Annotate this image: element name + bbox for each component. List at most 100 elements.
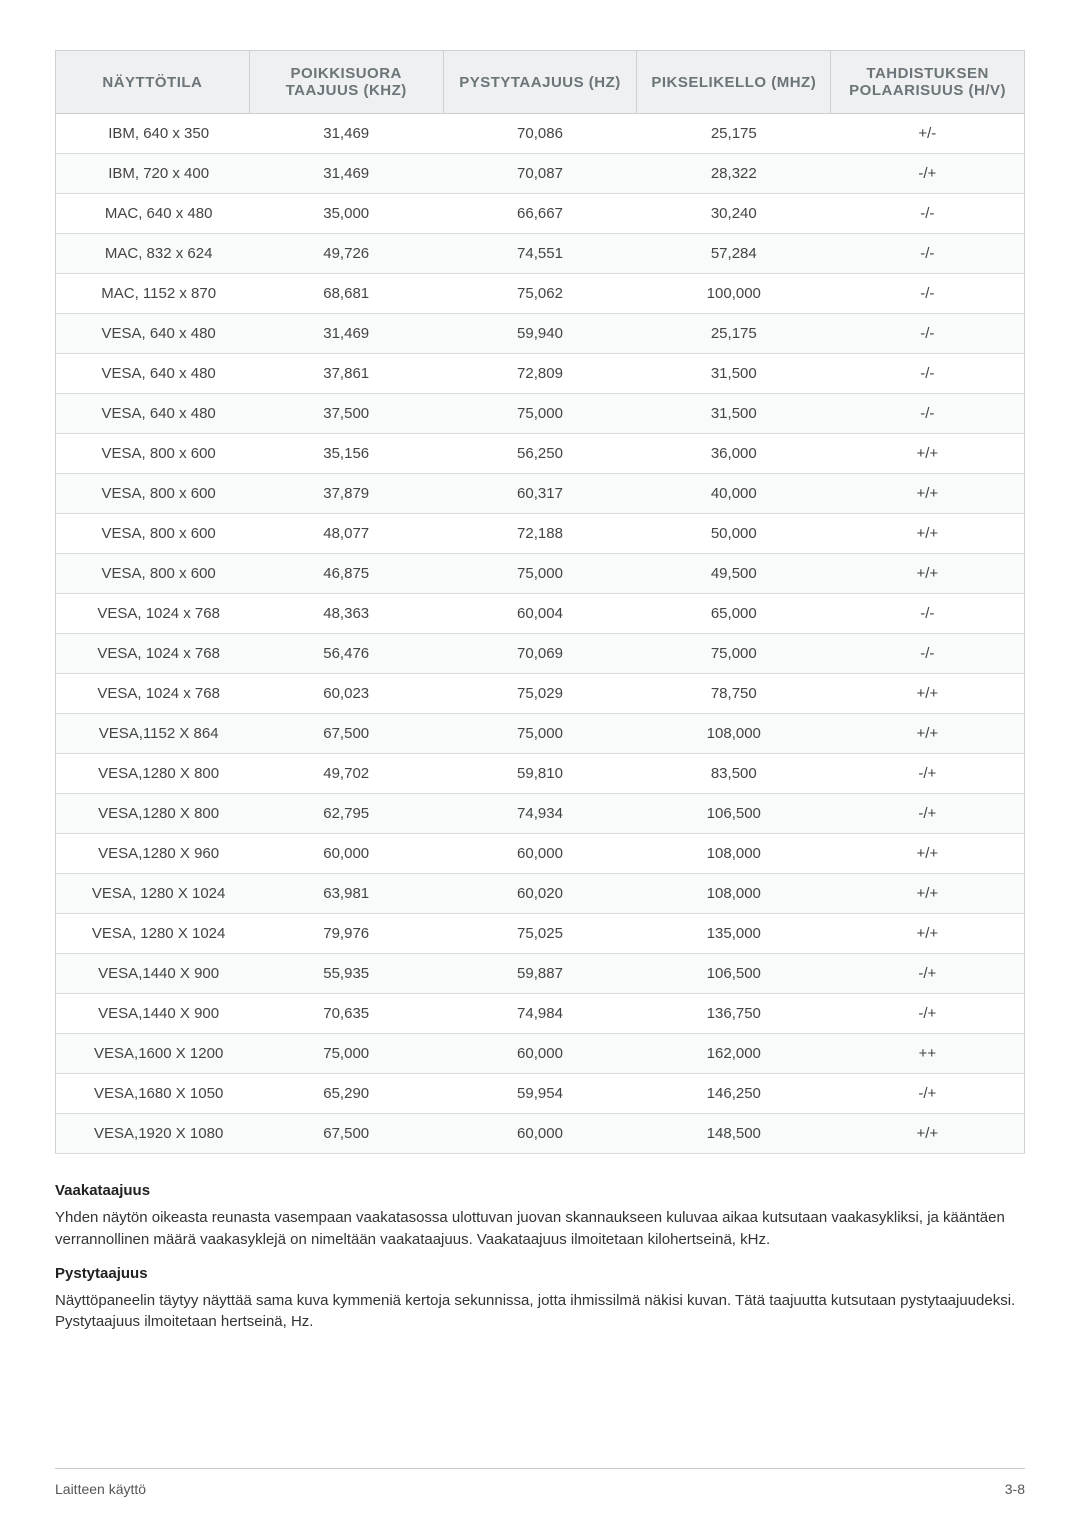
table-cell: 50,000 bbox=[637, 514, 831, 554]
table-cell: 25,175 bbox=[637, 114, 831, 154]
table-cell: VESA,1440 X 900 bbox=[56, 954, 250, 994]
table-row: VESA,1600 X 120075,00060,000162,000++ bbox=[56, 1034, 1025, 1074]
section-title: Vaakataajuus bbox=[55, 1182, 1025, 1199]
table-cell: 108,000 bbox=[637, 834, 831, 874]
table-cell: 31,500 bbox=[637, 354, 831, 394]
table-cell: -/+ bbox=[831, 1074, 1025, 1114]
table-cell: 40,000 bbox=[637, 474, 831, 514]
table-row: VESA, 640 x 48037,50075,00031,500-/- bbox=[56, 394, 1025, 434]
table-cell: -/- bbox=[831, 594, 1025, 634]
table-cell: 68,681 bbox=[249, 274, 443, 314]
table-cell: 60,000 bbox=[443, 1114, 637, 1154]
table-cell: 67,500 bbox=[249, 1114, 443, 1154]
table-cell: VESA,1280 X 800 bbox=[56, 794, 250, 834]
table-cell: -/- bbox=[831, 234, 1025, 274]
table-cell: 60,000 bbox=[249, 834, 443, 874]
table-cell: +/+ bbox=[831, 514, 1025, 554]
table-cell: IBM, 720 x 400 bbox=[56, 154, 250, 194]
table-cell: 75,029 bbox=[443, 674, 637, 714]
table-cell: MAC, 832 x 624 bbox=[56, 234, 250, 274]
table-cell: 36,000 bbox=[637, 434, 831, 474]
table-cell: VESA, 640 x 480 bbox=[56, 314, 250, 354]
table-cell: 60,023 bbox=[249, 674, 443, 714]
table-cell: 108,000 bbox=[637, 874, 831, 914]
table-cell: 78,750 bbox=[637, 674, 831, 714]
display-modes-table: NÄYTTÖTILA POIKKISUORA TAAJUUS (KHZ) PYS… bbox=[55, 50, 1025, 1154]
table-cell: 74,551 bbox=[443, 234, 637, 274]
table-cell: -/+ bbox=[831, 994, 1025, 1034]
table-cell: -/+ bbox=[831, 954, 1025, 994]
table-cell: 55,935 bbox=[249, 954, 443, 994]
page-footer: Laitteen käyttö 3-8 bbox=[55, 1468, 1025, 1497]
table-cell: 79,976 bbox=[249, 914, 443, 954]
table-row: MAC, 832 x 62449,72674,55157,284-/- bbox=[56, 234, 1025, 274]
table-cell: VESA,1280 X 960 bbox=[56, 834, 250, 874]
table-cell: -/- bbox=[831, 194, 1025, 234]
table-cell: 74,984 bbox=[443, 994, 637, 1034]
table-cell: 35,000 bbox=[249, 194, 443, 234]
table-cell: 66,667 bbox=[443, 194, 637, 234]
table-cell: 67,500 bbox=[249, 714, 443, 754]
table-cell: -/- bbox=[831, 354, 1025, 394]
table-row: VESA, 1024 x 76856,47670,06975,000-/- bbox=[56, 634, 1025, 674]
table-row: VESA, 1024 x 76848,36360,00465,000-/- bbox=[56, 594, 1025, 634]
table-row: VESA, 800 x 60035,15656,25036,000+/+ bbox=[56, 434, 1025, 474]
table-cell: 30,240 bbox=[637, 194, 831, 234]
table-row: IBM, 640 x 35031,46970,08625,175+/- bbox=[56, 114, 1025, 154]
table-cell: 75,000 bbox=[443, 394, 637, 434]
table-cell: 135,000 bbox=[637, 914, 831, 954]
table-cell: VESA, 800 x 600 bbox=[56, 554, 250, 594]
definitions: Vaakataajuus Yhden näytön oikeasta reuna… bbox=[55, 1182, 1025, 1333]
table-cell: VESA,1600 X 1200 bbox=[56, 1034, 250, 1074]
table-cell: 59,810 bbox=[443, 754, 637, 794]
table-cell: VESA,1920 X 1080 bbox=[56, 1114, 250, 1154]
table-cell: 56,476 bbox=[249, 634, 443, 674]
section-body: Näyttöpaneelin täytyy näyttää sama kuva … bbox=[55, 1290, 1025, 1334]
table-cell: 75,000 bbox=[443, 554, 637, 594]
table-cell: 37,879 bbox=[249, 474, 443, 514]
table-row: VESA,1280 X 80049,70259,81083,500-/+ bbox=[56, 754, 1025, 794]
table-cell: 75,000 bbox=[249, 1034, 443, 1074]
col-header-vfreq: PYSTYTAAJUUS (HZ) bbox=[443, 51, 637, 114]
table-cell: -/+ bbox=[831, 154, 1025, 194]
table-row: VESA,1920 X 108067,50060,000148,500+/+ bbox=[56, 1114, 1025, 1154]
table-cell: VESA, 1280 X 1024 bbox=[56, 874, 250, 914]
table-cell: 35,156 bbox=[249, 434, 443, 474]
table-cell: 70,635 bbox=[249, 994, 443, 1034]
table-cell: MAC, 640 x 480 bbox=[56, 194, 250, 234]
table-cell: 37,500 bbox=[249, 394, 443, 434]
table-cell: +/+ bbox=[831, 914, 1025, 954]
table-cell: 56,250 bbox=[443, 434, 637, 474]
table-row: VESA, 1024 x 76860,02375,02978,750+/+ bbox=[56, 674, 1025, 714]
table-cell: VESA,1680 X 1050 bbox=[56, 1074, 250, 1114]
table-cell: 162,000 bbox=[637, 1034, 831, 1074]
table-cell: 108,000 bbox=[637, 714, 831, 754]
table-cell: 70,086 bbox=[443, 114, 637, 154]
table-cell: 70,087 bbox=[443, 154, 637, 194]
table-cell: 65,000 bbox=[637, 594, 831, 634]
section-body: Yhden näytön oikeasta reunasta vasempaan… bbox=[55, 1207, 1025, 1251]
table-cell: 60,000 bbox=[443, 834, 637, 874]
table-cell: +/+ bbox=[831, 874, 1025, 914]
table-cell: 75,025 bbox=[443, 914, 637, 954]
table-cell: VESA, 1024 x 768 bbox=[56, 634, 250, 674]
table-row: VESA,1440 X 90055,93559,887106,500-/+ bbox=[56, 954, 1025, 994]
table-cell: 72,809 bbox=[443, 354, 637, 394]
table-cell: VESA, 800 x 600 bbox=[56, 474, 250, 514]
table-cell: 100,000 bbox=[637, 274, 831, 314]
table-cell: 31,469 bbox=[249, 154, 443, 194]
table-row: MAC, 640 x 48035,00066,66730,240-/- bbox=[56, 194, 1025, 234]
col-header-mode: NÄYTTÖTILA bbox=[56, 51, 250, 114]
table-cell: 136,750 bbox=[637, 994, 831, 1034]
table-cell: 106,500 bbox=[637, 954, 831, 994]
table-cell: +/+ bbox=[831, 474, 1025, 514]
table-cell: +/+ bbox=[831, 674, 1025, 714]
table-row: VESA, 800 x 60037,87960,31740,000+/+ bbox=[56, 474, 1025, 514]
table-cell: +/- bbox=[831, 114, 1025, 154]
table-cell: IBM, 640 x 350 bbox=[56, 114, 250, 154]
table-cell: 25,175 bbox=[637, 314, 831, 354]
table-cell: 28,322 bbox=[637, 154, 831, 194]
table-row: VESA,1440 X 90070,63574,984136,750-/+ bbox=[56, 994, 1025, 1034]
table-cell: 148,500 bbox=[637, 1114, 831, 1154]
section-title: Pystytaajuus bbox=[55, 1265, 1025, 1282]
